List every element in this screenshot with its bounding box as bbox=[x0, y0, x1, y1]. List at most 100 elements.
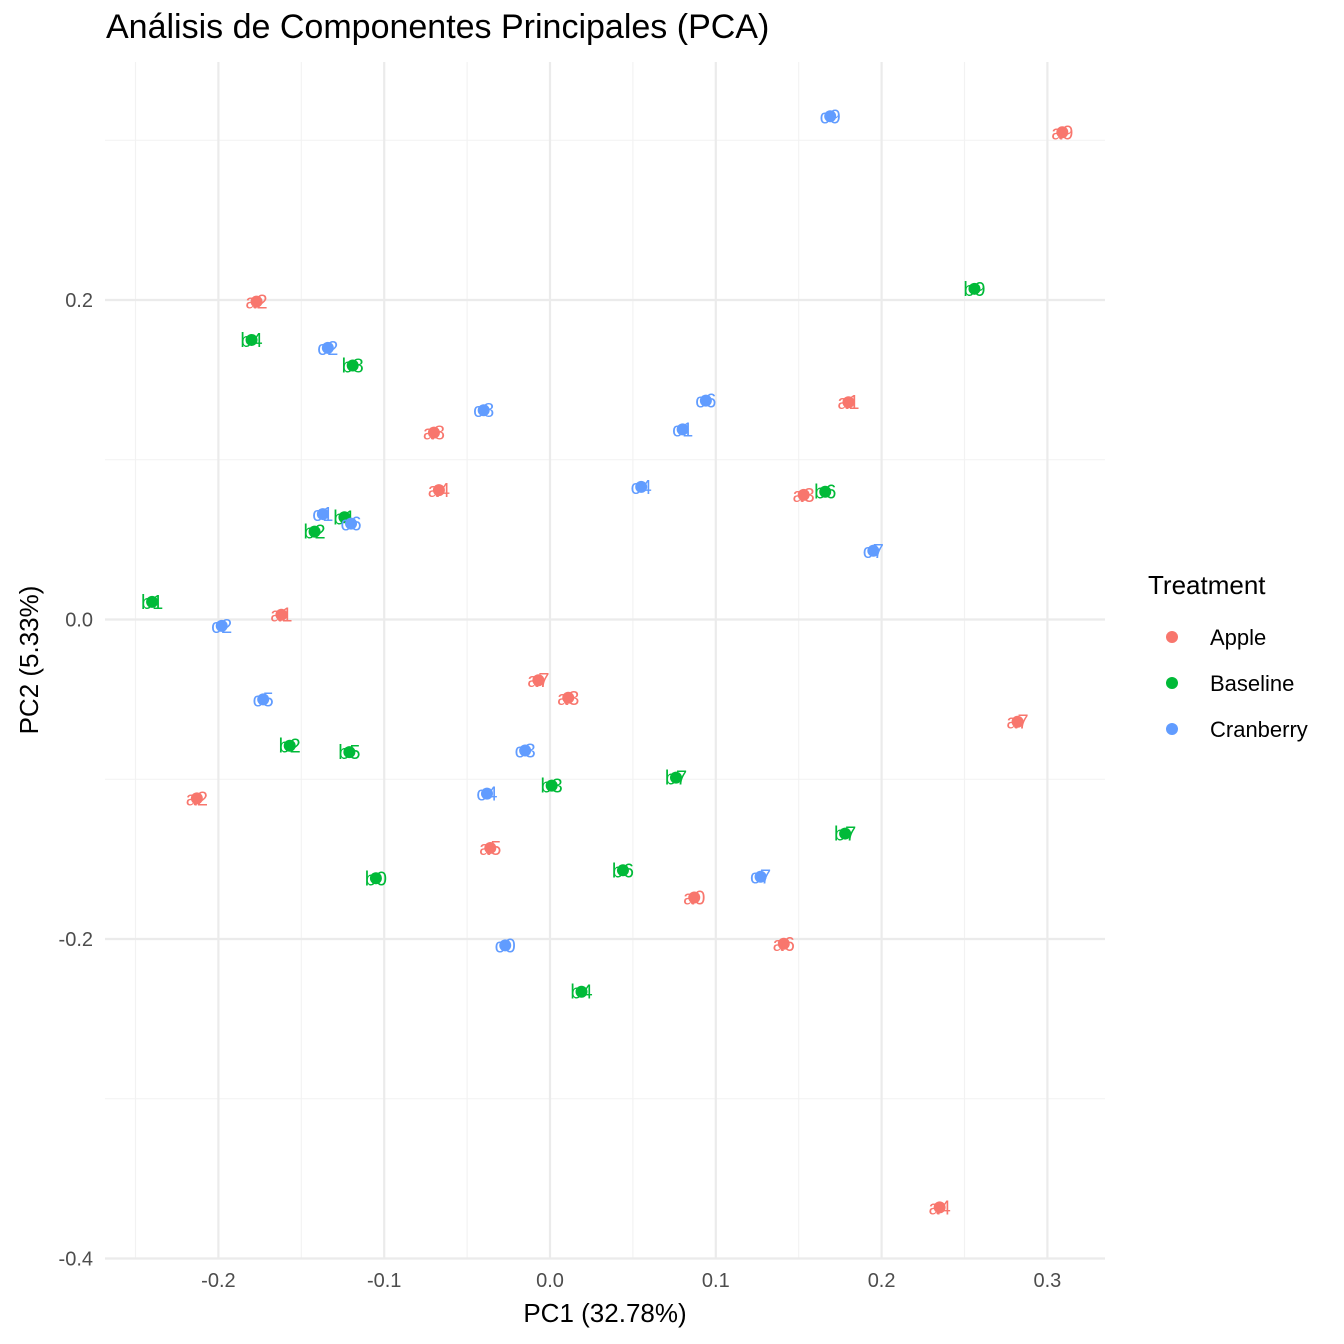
point-label: a2 bbox=[245, 292, 267, 314]
point-marker bbox=[250, 295, 263, 308]
point-label: b8 bbox=[342, 355, 364, 377]
point-marker bbox=[699, 394, 712, 407]
data-point-b4: b4 bbox=[570, 982, 592, 1004]
point-label: c8 bbox=[473, 400, 494, 422]
point-label: a4 bbox=[428, 480, 450, 502]
legend-key bbox=[1166, 677, 1178, 689]
point-label: c6 bbox=[340, 514, 361, 536]
data-point-b3: b3 bbox=[541, 776, 563, 798]
point-label: a2 bbox=[186, 788, 208, 810]
point-label: b7 bbox=[665, 768, 687, 790]
point-marker bbox=[499, 939, 512, 952]
point-marker bbox=[477, 404, 490, 417]
point-marker bbox=[819, 485, 832, 498]
point-marker bbox=[676, 423, 689, 436]
x-tick-label: -0.1 bbox=[367, 1270, 401, 1292]
y-tick-label: -0.4 bbox=[59, 1249, 93, 1271]
x-tick-label: 0.2 bbox=[868, 1270, 896, 1292]
point-label: c1 bbox=[312, 504, 333, 526]
point-marker bbox=[688, 891, 701, 904]
point-marker bbox=[545, 779, 558, 792]
point-label: c9 bbox=[820, 106, 841, 128]
point-marker bbox=[245, 333, 258, 346]
point-label: c4 bbox=[476, 784, 497, 806]
point-label: a5 bbox=[479, 838, 501, 860]
point-marker bbox=[345, 517, 358, 530]
point-marker bbox=[635, 480, 648, 493]
point-marker bbox=[575, 985, 588, 998]
point-label: b2 bbox=[279, 736, 301, 758]
y-tick-label: 0.2 bbox=[65, 290, 93, 312]
data-point-a2: a2 bbox=[245, 292, 267, 314]
point-label: c7 bbox=[750, 867, 771, 889]
y-axis-title: PC2 (5.33%) bbox=[14, 586, 44, 735]
data-point-c5: c5 bbox=[253, 689, 274, 711]
point-label: b3 bbox=[541, 776, 563, 798]
point-label: c6 bbox=[695, 391, 716, 413]
data-point-b2: b2 bbox=[303, 522, 325, 544]
legend-key bbox=[1166, 631, 1178, 643]
point-marker bbox=[321, 341, 334, 354]
point-marker bbox=[670, 771, 683, 784]
data-point-b7: b7 bbox=[665, 768, 687, 790]
point-label: a7 bbox=[1006, 712, 1028, 734]
data-point-a4: a4 bbox=[929, 1197, 951, 1219]
point-label: c5 bbox=[253, 689, 274, 711]
point-label: b2 bbox=[303, 522, 325, 544]
legend-label: Cranberry bbox=[1210, 717, 1308, 742]
point-label: a1 bbox=[270, 605, 292, 627]
point-label: c4 bbox=[631, 477, 652, 499]
data-point-c2: c2 bbox=[211, 616, 232, 638]
point-label: a3 bbox=[557, 688, 579, 710]
point-marker bbox=[190, 792, 203, 805]
data-point-b0: b0 bbox=[365, 868, 387, 890]
legend-item-baseline: Baseline bbox=[1166, 671, 1294, 696]
point-marker bbox=[933, 1201, 946, 1214]
point-label: b9 bbox=[963, 279, 985, 301]
legend: Treatment Apple Baseline Cranberry bbox=[1148, 570, 1308, 742]
data-point-b9: b9 bbox=[963, 279, 985, 301]
point-marker bbox=[777, 937, 790, 950]
point-label: a1 bbox=[837, 392, 859, 414]
point-label: c1 bbox=[672, 419, 693, 441]
point-marker bbox=[968, 282, 981, 295]
point-label: a7 bbox=[527, 670, 549, 692]
data-point-c2: c2 bbox=[317, 338, 338, 360]
data-point-a2: a2 bbox=[186, 788, 208, 810]
x-tick-label: 0.1 bbox=[702, 1270, 730, 1292]
point-label: b4 bbox=[240, 330, 262, 352]
point-marker bbox=[532, 674, 545, 687]
legend-item-cranberry: Cranberry bbox=[1166, 717, 1308, 742]
point-marker bbox=[369, 872, 382, 885]
point-marker bbox=[797, 488, 810, 501]
y-tick-label: -0.2 bbox=[59, 929, 93, 951]
point-label: b0 bbox=[365, 868, 387, 890]
x-tick-label: -0.2 bbox=[201, 1270, 235, 1292]
data-point-a7: a7 bbox=[1006, 712, 1028, 734]
point-marker bbox=[308, 525, 321, 538]
data-point-c4: c4 bbox=[631, 477, 652, 499]
point-marker bbox=[519, 744, 532, 757]
point-marker bbox=[842, 396, 855, 409]
x-axis-title: PC1 (32.78%) bbox=[523, 1298, 686, 1328]
data-point-b1: b1 bbox=[141, 592, 163, 614]
y-tick-label: 0.0 bbox=[65, 610, 93, 632]
point-label: b6 bbox=[814, 482, 836, 504]
legend-label: Baseline bbox=[1210, 671, 1294, 696]
data-point-a3: a3 bbox=[793, 485, 815, 507]
point-marker bbox=[346, 359, 359, 372]
chart-title: Análisis de Componentes Principales (PCA… bbox=[106, 8, 770, 46]
data-point-c9: c9 bbox=[820, 106, 841, 128]
data-point-b6: b6 bbox=[814, 482, 836, 504]
data-point-c8: c8 bbox=[473, 400, 494, 422]
point-label: a3 bbox=[793, 485, 815, 507]
point-marker bbox=[1011, 715, 1024, 728]
data-point-a4: a4 bbox=[428, 480, 450, 502]
point-label: b1 bbox=[141, 592, 163, 614]
data-point-c3: c3 bbox=[515, 740, 536, 762]
grid-minor bbox=[105, 62, 1105, 1258]
data-point-c7: c7 bbox=[863, 541, 884, 563]
point-label: c3 bbox=[515, 740, 536, 762]
point-label: b6 bbox=[612, 860, 634, 882]
